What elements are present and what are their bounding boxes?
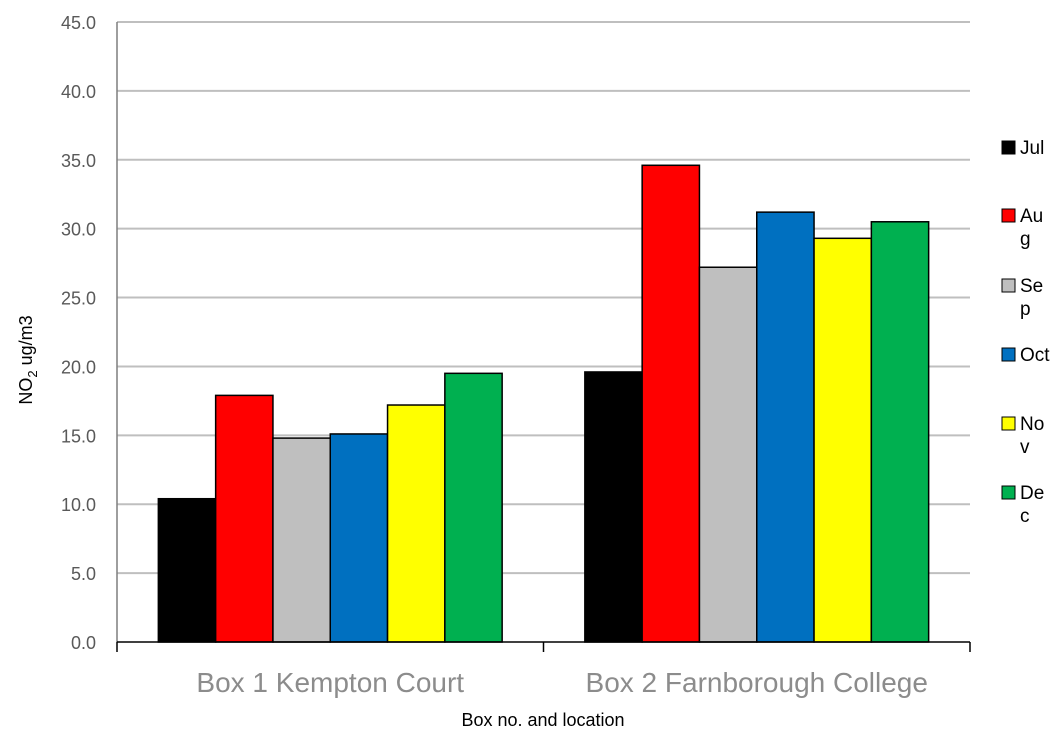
legend-swatch-sep	[1001, 278, 1016, 293]
legend-label-nov: No v	[1020, 414, 1044, 458]
bar-sep-1	[272, 437, 332, 643]
bar-dec-1	[444, 372, 503, 643]
bar-aug-1	[214, 394, 274, 643]
bar-jul-1	[157, 497, 217, 643]
x-category-label: Box 2 Farnborough College	[586, 667, 928, 698]
y-tick-label: 35.0	[61, 151, 96, 171]
y-tick-label: 15.0	[61, 426, 96, 446]
legend-swatch-dec	[1001, 485, 1016, 500]
bar-oct-1	[329, 433, 389, 643]
bar-dec-2	[870, 221, 930, 643]
category-labels: Box 1 Kempton Court Box 2 Farnborough Col…	[196, 667, 928, 698]
legend-swatch-aug	[1001, 208, 1016, 223]
legend-label-jul: Jul	[1020, 138, 1044, 159]
x-category-label: Box 1 Kempton Court	[196, 667, 464, 698]
legend: Jul Au g Se p Oct No v De c	[1001, 138, 1050, 527]
legend-label-aug: Au g	[1020, 206, 1043, 250]
bar-oct-2	[756, 211, 815, 643]
legend-swatch-oct	[1001, 347, 1016, 362]
bar-jul-2	[584, 371, 643, 643]
axes	[116, 22, 971, 652]
bar-sep-2	[698, 266, 758, 643]
legend-label-sep: Se p	[1020, 276, 1043, 320]
y-tick-label: 25.0	[61, 289, 96, 309]
bar-nov-2	[813, 237, 873, 643]
legend-label-oct: Oct	[1020, 345, 1050, 366]
y-tick-label: 5.0	[71, 564, 96, 584]
y-tick-label: 20.0	[61, 357, 96, 377]
y-tick-label: 40.0	[61, 82, 96, 102]
y-tick-label: 0.0	[71, 633, 96, 653]
y-axis-title: NO2 ug/m3	[16, 315, 40, 404]
legend-swatch-jul	[1001, 140, 1016, 155]
y-axis-ticks: 0.0 5.0 10.0 15.0 20.0 25.0 30.0 35.0 40.0 45.0	[61, 13, 96, 653]
y-tick-label: 10.0	[61, 495, 96, 515]
bar-nov-1	[386, 404, 446, 643]
y-tick-label: 45.0	[61, 13, 96, 33]
legend-label-dec: De c	[1020, 483, 1044, 527]
y-tick-label: 30.0	[61, 220, 96, 240]
bars	[157, 164, 930, 643]
bar-aug-2	[641, 164, 701, 643]
x-axis-title: Box no. and location	[461, 710, 624, 730]
legend-swatch-nov	[1001, 416, 1016, 431]
